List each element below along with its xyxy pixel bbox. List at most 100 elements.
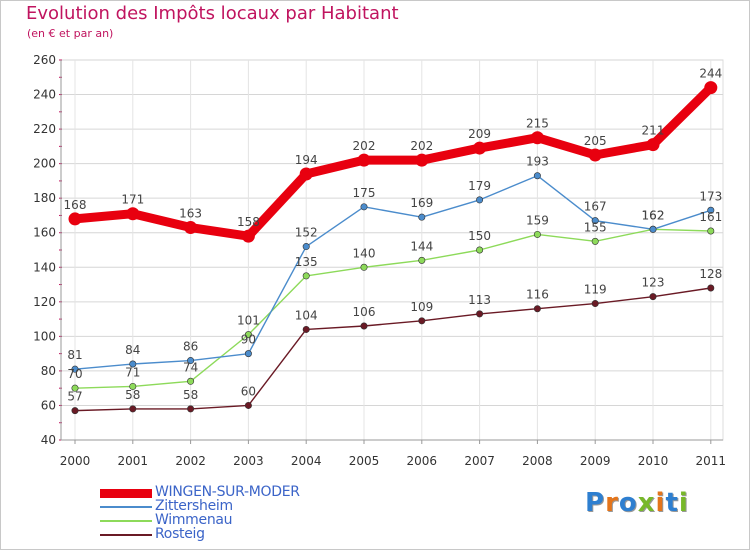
data-point <box>299 167 313 181</box>
data-point <box>187 357 195 365</box>
legend-label: Zittersheim <box>155 498 233 514</box>
x-tick-label: 2011 <box>696 454 727 468</box>
data-point <box>476 196 484 204</box>
y-tick-label: 180 <box>33 191 56 205</box>
data-label: 162 <box>642 208 665 222</box>
data-point <box>533 230 541 238</box>
data-label: 140 <box>353 246 376 260</box>
data-label: 71 <box>125 365 140 379</box>
data-label: 168 <box>64 198 87 212</box>
data-label: 179 <box>468 179 491 193</box>
data-point <box>360 203 368 211</box>
data-point <box>418 256 426 264</box>
data-point <box>244 401 252 409</box>
y-tick-label: 220 <box>33 122 56 136</box>
data-point <box>129 405 137 413</box>
data-point <box>71 384 79 392</box>
data-label: 211 <box>642 124 665 138</box>
data-label: 113 <box>468 293 491 307</box>
data-point <box>591 237 599 245</box>
data-label: 205 <box>584 134 607 148</box>
x-tick-label: 2004 <box>291 454 322 468</box>
data-point <box>244 331 252 339</box>
legend-label: Wimmenau <box>155 512 233 528</box>
y-tick-label: 120 <box>33 295 56 309</box>
data-label: 155 <box>584 220 607 234</box>
data-label: 104 <box>295 308 318 322</box>
data-point <box>591 217 599 225</box>
data-point <box>302 272 310 280</box>
data-point <box>591 300 599 308</box>
data-point <box>360 322 368 330</box>
data-label: 86 <box>183 340 198 354</box>
legend-label: WINGEN-SUR-MODER <box>155 484 300 500</box>
data-point <box>476 310 484 318</box>
data-point <box>184 221 198 235</box>
data-point <box>533 172 541 180</box>
data-point <box>187 377 195 385</box>
data-label: 244 <box>699 67 722 81</box>
data-point <box>649 293 657 301</box>
data-label: 109 <box>410 300 433 314</box>
data-point <box>704 81 718 95</box>
data-label: 58 <box>183 388 198 402</box>
data-point <box>588 148 602 162</box>
data-point <box>302 243 310 251</box>
y-tick-label: 140 <box>33 260 56 274</box>
legend-label: Rosteig <box>155 526 205 542</box>
data-label: 215 <box>526 117 549 131</box>
data-label: 60 <box>241 384 256 398</box>
series-line-wingen-sur-moder <box>70 83 716 241</box>
data-point <box>473 141 487 155</box>
x-tick-label: 2003 <box>233 454 264 468</box>
data-label: 128 <box>699 267 722 281</box>
data-point <box>302 325 310 333</box>
data-label: 116 <box>526 288 549 302</box>
data-label: 144 <box>410 239 433 253</box>
x-tick-label: 2002 <box>175 454 206 468</box>
data-label: 150 <box>468 229 491 243</box>
x-tick-label: 2009 <box>580 454 611 468</box>
x-tick-label: 2001 <box>118 454 149 468</box>
data-label: 209 <box>468 127 491 141</box>
data-label: 171 <box>121 193 144 207</box>
data-label: 135 <box>295 255 318 269</box>
data-label: 101 <box>237 314 260 328</box>
data-point <box>71 407 79 415</box>
data-label: 163 <box>179 207 202 221</box>
data-point <box>360 263 368 271</box>
data-label: 106 <box>353 305 376 319</box>
data-point <box>129 382 137 390</box>
data-point <box>415 153 429 167</box>
plot-area <box>60 59 724 441</box>
data-label: 202 <box>353 139 376 153</box>
data-label: 158 <box>237 215 260 229</box>
chart-subtitle: (en € et par an) <box>27 27 114 40</box>
y-tick-label: 260 <box>33 53 56 67</box>
data-point <box>187 405 195 413</box>
data-label: 159 <box>526 213 549 227</box>
data-label: 57 <box>67 390 82 404</box>
y-tick-label: 80 <box>41 364 56 378</box>
data-label: 74 <box>183 360 198 374</box>
data-label: 173 <box>699 189 722 203</box>
x-tick-label: 2007 <box>464 454 495 468</box>
data-point <box>533 305 541 313</box>
data-label: 167 <box>584 200 607 214</box>
data-label: 119 <box>584 283 607 297</box>
data-label: 194 <box>295 153 318 167</box>
data-point <box>649 225 657 233</box>
data-point <box>241 229 255 243</box>
chart-title: Evolution des Impôts locaux par Habitant <box>26 3 399 24</box>
data-point <box>530 131 544 145</box>
x-tick-label: 2000 <box>60 454 91 468</box>
data-label: 175 <box>353 186 376 200</box>
data-point <box>476 246 484 254</box>
data-point <box>707 227 715 235</box>
data-label: 84 <box>125 343 140 357</box>
y-tick-label: 60 <box>41 398 56 412</box>
series-line-wimmenau <box>74 228 712 389</box>
legend-swatch <box>100 506 152 508</box>
data-point <box>126 207 140 221</box>
